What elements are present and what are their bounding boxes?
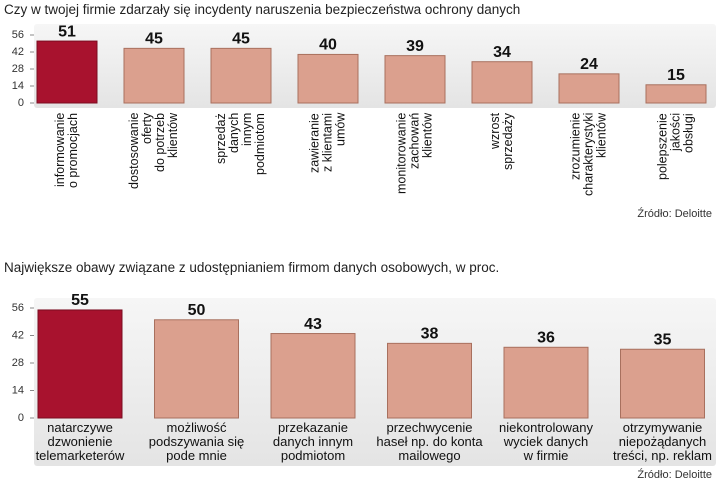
plot-background [34, 24, 716, 108]
y-tick-label: 42 [12, 329, 24, 341]
category-label: otrzymywanie niepożądanych treści, np. r… [613, 420, 712, 463]
bar [387, 342, 472, 419]
category-label: niekontrolowany wyciek danych w firmie [499, 420, 593, 463]
category-label: monitorowanie zachowań klientów [394, 113, 435, 195]
bar [36, 40, 98, 104]
y-tick-label: 28 [12, 357, 24, 369]
bar [210, 47, 272, 104]
value-label: 50 [188, 302, 206, 319]
y-tick-label: 14 [12, 384, 24, 396]
bar [384, 55, 446, 104]
value-label: 45 [232, 31, 250, 48]
category-label: przechwycenie haseł np. do konta mailowe… [376, 420, 483, 463]
chart-title: Czy w twojej firmie zdarzały się incyden… [4, 2, 521, 17]
y-tick-label: 0 [18, 97, 24, 109]
y-tick-label: 0 [18, 412, 24, 424]
value-label: 39 [406, 38, 424, 55]
bar [645, 84, 707, 104]
value-label: 55 [71, 292, 89, 309]
bar [471, 61, 533, 104]
bar [297, 53, 359, 104]
value-label: 35 [654, 331, 672, 348]
category-label: możliwość podszywania się pode mnie [148, 420, 245, 463]
bar [558, 73, 620, 104]
value-label: 40 [319, 37, 337, 54]
chart-title: Największe obawy związane z udostępniani… [4, 260, 500, 275]
value-label: 45 [145, 31, 163, 48]
value-label: 51 [58, 23, 76, 40]
value-label: 34 [493, 44, 511, 61]
bar [503, 346, 589, 419]
category-label: polepszenie jakości obsługi [655, 113, 696, 180]
category-label: natarczywe dzwonienie telemarketerów [35, 420, 125, 463]
value-label: 38 [421, 326, 439, 343]
y-tick-label: 56 [12, 302, 24, 314]
value-label: 36 [537, 330, 555, 347]
value-label: 24 [580, 56, 598, 73]
category-label: dostosowanie oferty do potrzeb klientów [127, 113, 180, 190]
category-label: sprzedaż danych innym podmiotom [214, 113, 267, 175]
bar [37, 309, 123, 419]
bar [270, 333, 356, 419]
bar [154, 319, 239, 419]
category-label: wzrost sprzedaży [488, 113, 515, 170]
source-note: Źródło: Deloitte [637, 469, 712, 481]
y-tick-label: 28 [12, 63, 24, 75]
bar [123, 47, 185, 104]
y-tick-label: 42 [12, 46, 24, 58]
value-label: 43 [304, 316, 322, 333]
y-tick-label: 14 [12, 80, 24, 92]
bar [620, 348, 705, 419]
category-label: przekazanie danych innym podmiotom [272, 420, 354, 463]
y-tick-label: 56 [12, 29, 24, 41]
category-label: informowanie o promocjach [53, 113, 80, 189]
category-label: zrozumienie charakterystyki klientów [568, 113, 609, 197]
value-label: 15 [667, 67, 685, 84]
category-label: zawieranie z klientami umów [307, 113, 348, 173]
source-note: Źródło: Deloitte [637, 208, 712, 220]
